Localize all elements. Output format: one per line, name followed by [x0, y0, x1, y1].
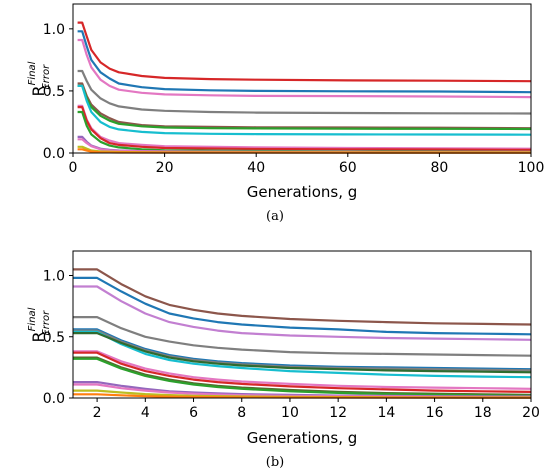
- y-axis-label-a-base: R: [29, 85, 48, 96]
- series-line-a-2: [77, 30, 532, 94]
- x-tick-label-a: 100: [518, 160, 545, 176]
- ticks-a: 0 20 40 60 80 100 0.0 0.5 1.0: [43, 22, 545, 176]
- series-line-a-7: [77, 84, 532, 136]
- series-line-b-2: [73, 276, 532, 336]
- y-tick-label-a: 0.0: [43, 146, 65, 162]
- y-tick-label-a: 0.5: [43, 84, 65, 100]
- x-tick-label-b: 4: [141, 405, 150, 421]
- y-axis-label-a: RFinal Error: [27, 61, 52, 96]
- y-axis-label-b-sup: Final: [27, 307, 38, 331]
- x-tick-label-a: 20: [156, 160, 174, 176]
- x-tick-label-b: 18: [474, 405, 492, 421]
- y-axis-label-b-base: R: [29, 331, 48, 342]
- y-axis-label-a-sub: Error: [41, 64, 52, 90]
- y-axis-label-b: RFinal Error: [27, 307, 52, 342]
- series-line-a-1: [77, 21, 532, 83]
- series-line-b-12: [73, 357, 532, 397]
- series-line-b-9: [73, 350, 532, 390]
- y-tick-label-a: 1.0: [43, 22, 65, 38]
- plot-area-b: [73, 268, 532, 399]
- x-axis-label-b: Generations, g: [247, 429, 358, 447]
- panel-a: 0 20 40 60 80 100 0.0 0.5 1.0 Generations, g RFi…: [27, 3, 545, 224]
- x-tick-label-b: 6: [189, 405, 198, 421]
- caption-b: (b): [266, 455, 284, 470]
- series-line-a-3: [77, 38, 532, 99]
- series-line-b-5: [73, 328, 532, 371]
- plot-area-a: [77, 21, 532, 154]
- series-line-a-9: [77, 106, 532, 151]
- panel-b: 2 4 6 8 10 12 14 16 18 20 0.0 0.5 1.0 Generations, g…: [27, 250, 540, 470]
- x-tick-label-b: 14: [377, 405, 395, 421]
- y-axis-label-a-sup: Final: [27, 61, 38, 85]
- caption-a: (a): [266, 209, 284, 224]
- series-line-b-6: [73, 329, 532, 372]
- series-line-b-10: [73, 351, 532, 393]
- x-tick-label-b: 20: [522, 405, 540, 421]
- x-tick-label-b: 12: [329, 405, 347, 421]
- y-tick-label-b: 1.0: [43, 269, 65, 285]
- ticks-b: 2 4 6 8 10 12 14 16 18 20 0.0 0.5 1.0: [43, 269, 540, 422]
- y-tick-label-b: 0.0: [43, 391, 65, 407]
- x-tick-label-a: 0: [69, 160, 78, 176]
- series-line-b-3: [73, 285, 532, 341]
- x-tick-label-a: 40: [247, 160, 265, 176]
- y-axis-label-b-sub: Error: [41, 310, 52, 336]
- series-line-b-8: [73, 332, 532, 374]
- y-tick-label-b: 0.5: [43, 330, 65, 346]
- series-line-a-4: [77, 69, 532, 115]
- axes-frame-a: [72, 3, 532, 154]
- series-line-b-7: [73, 330, 532, 379]
- x-tick-label-b: 16: [426, 405, 444, 421]
- x-tick-label-b: 2: [93, 405, 102, 421]
- series-line-b-1: [73, 268, 532, 326]
- axes-frame-b: [72, 250, 532, 399]
- x-tick-label-a: 60: [339, 160, 357, 176]
- series-line-b-4: [73, 316, 532, 357]
- x-tick-label-b: 10: [281, 405, 299, 421]
- x-axis-label-a: Generations, g: [247, 183, 358, 201]
- x-tick-label-a: 80: [430, 160, 448, 176]
- x-tick-label-b: 8: [237, 405, 246, 421]
